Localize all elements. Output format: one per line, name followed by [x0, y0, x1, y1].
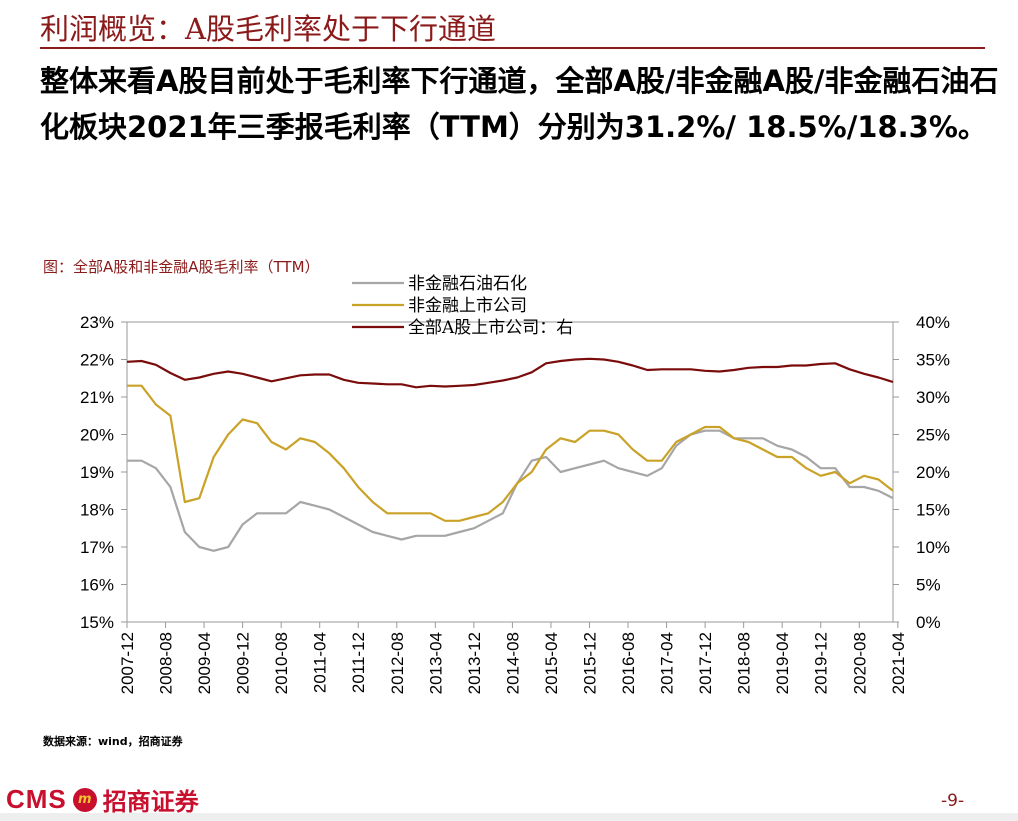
logo-chinese-name: 招商证券 — [102, 787, 199, 816]
y-right-tick-label: 10% — [916, 538, 950, 557]
logo-badge-icon: m — [72, 787, 97, 812]
y-left-tick-label: 20% — [80, 426, 114, 445]
x-tick-label: 2015-12 — [580, 632, 599, 694]
x-tick-label: 2009-04 — [195, 632, 214, 694]
x-tick-label: 2020-08 — [850, 632, 869, 694]
y-right-tick-label: 35% — [916, 351, 950, 370]
summary-text: 整体来看A股目前处于毛利率下行通道，全部A股/非金融A股/非金融石油石化板块20… — [40, 64, 999, 144]
y-right-tick-label: 30% — [916, 388, 950, 407]
x-tick-label: 2011-04 — [311, 632, 330, 693]
x-tick-label: 2019-12 — [812, 632, 831, 694]
legend-label: 非金融石油石化 — [408, 274, 527, 294]
x-tick-label: 2019-04 — [773, 632, 792, 694]
slide-title: 利润概览：A股毛利率处于下行通道 — [40, 12, 496, 46]
x-tick-label: 2008-08 — [157, 632, 176, 694]
source-note: 数据来源：wind，招商证券 — [43, 735, 183, 748]
series-line — [126, 357, 894, 389]
y-left-tick-label: 15% — [80, 613, 114, 632]
y-right-tick-label: 0% — [916, 613, 941, 632]
y-left-tick-label: 21% — [80, 388, 114, 407]
y-left-tick-label: 22% — [80, 351, 114, 370]
x-tick-label: 2011-12 — [349, 632, 368, 693]
legend-label: 非金融上市公司 — [408, 296, 527, 316]
y-left-tick-label: 18% — [80, 501, 114, 520]
x-tick-label: 2010-08 — [272, 632, 291, 694]
x-tick-label: 2015-04 — [542, 632, 561, 694]
cms-logo: CMS m 招商证券 — [6, 782, 199, 817]
x-tick-label: 2014-08 — [503, 632, 522, 694]
y-left-tick-label: 17% — [80, 538, 114, 557]
footer-band — [0, 813, 1018, 821]
x-tick-label: 2016-08 — [619, 632, 638, 694]
x-tick-label: 2013-12 — [465, 632, 484, 694]
logo-text: CMS — [6, 784, 67, 814]
x-tick-label: 2017-04 — [658, 632, 677, 694]
x-tick-label: 2018-08 — [735, 632, 754, 694]
legend-label: 全部A股上市公司：右 — [408, 318, 573, 338]
x-tick-label: 2021-04 — [889, 632, 908, 694]
chart-title: 图：全部A股和非金融A股毛利率（TTM） — [43, 258, 320, 276]
x-tick-label: 2009-12 — [234, 632, 253, 694]
series-line — [127, 429, 894, 552]
series-line — [127, 384, 894, 522]
title-divider — [40, 47, 985, 49]
x-tick-label: 2017-12 — [696, 632, 715, 694]
y-left-tick-label: 16% — [80, 576, 114, 595]
y-right-tick-label: 40% — [916, 313, 950, 332]
y-left-tick-label: 23% — [80, 313, 114, 332]
x-tick-label: 2012-08 — [388, 632, 407, 694]
y-right-tick-label: 5% — [916, 576, 941, 595]
y-left-tick-label: 19% — [80, 463, 114, 482]
y-right-tick-label: 25% — [916, 426, 950, 445]
x-tick-label: 2013-04 — [426, 632, 445, 694]
y-right-tick-label: 20% — [916, 463, 950, 482]
margin-line-chart: 15% 16% 17% 18% 19% 20% 21% 22% 23% 0% 5% 10% 15% 20%… — [80, 274, 950, 694]
y-right-tick-label: 15% — [916, 501, 950, 520]
page-number: -9- — [941, 791, 965, 811]
x-tick-label: 2007-12 — [118, 632, 137, 694]
